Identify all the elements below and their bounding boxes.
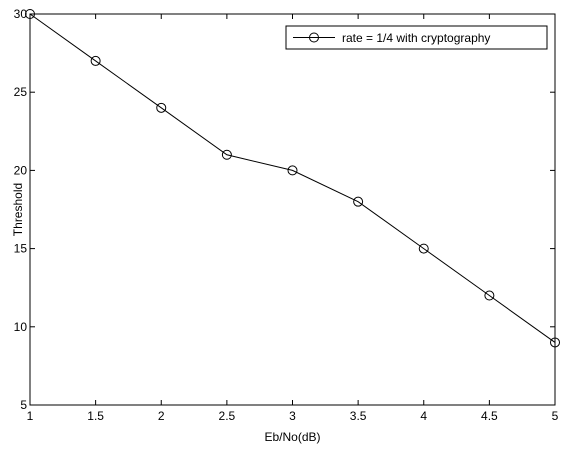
data-point-marker bbox=[156, 102, 167, 113]
x-tick-label: 3 bbox=[289, 409, 296, 423]
data-point-marker bbox=[221, 149, 232, 160]
data-point-marker bbox=[550, 337, 560, 348]
x-tick-label: 5 bbox=[552, 409, 559, 423]
x-tick-label: 2 bbox=[158, 409, 165, 423]
series-line bbox=[29, 13, 556, 343]
legend: rate = 1/4 with cryptography bbox=[285, 25, 548, 50]
data-point-marker bbox=[484, 290, 495, 301]
x-tick-label: 4 bbox=[420, 409, 427, 423]
x-tick-label: 2.5 bbox=[219, 409, 236, 423]
y-tick-label: 30 bbox=[14, 7, 28, 21]
x-tick-label: 4.5 bbox=[481, 409, 498, 423]
legend-box bbox=[285, 25, 548, 50]
x-axis-ticks: 1 1.5 2 2.5 3 3.5 4 4.5 5 bbox=[27, 14, 559, 423]
y-tick-label: 15 bbox=[14, 242, 28, 256]
series-layer bbox=[25, 9, 560, 348]
data-point-marker bbox=[287, 165, 298, 176]
x-axis-label: Eb/No(dB) bbox=[264, 430, 320, 444]
y-tick-label: 25 bbox=[14, 85, 28, 99]
legend-label: rate = 1/4 with cryptography bbox=[342, 31, 490, 45]
data-point-marker bbox=[90, 55, 101, 66]
y-tick-label: 10 bbox=[14, 320, 28, 334]
x-tick-label: 1.5 bbox=[87, 409, 104, 423]
x-tick-label: 3.5 bbox=[350, 409, 367, 423]
x-tick-label: 1 bbox=[27, 409, 34, 423]
y-tick-label: 20 bbox=[14, 163, 28, 177]
y-tick-label: 5 bbox=[20, 398, 27, 412]
y-axis-ticks: 5 10 15 20 25 30 bbox=[14, 7, 555, 412]
legend-marker-sample bbox=[309, 32, 319, 43]
data-point-marker bbox=[25, 9, 35, 19]
plot-area bbox=[29, 13, 556, 406]
data-point-marker bbox=[353, 196, 364, 207]
y-axis-label: Threshold bbox=[11, 183, 25, 236]
data-point-marker bbox=[418, 243, 429, 254]
